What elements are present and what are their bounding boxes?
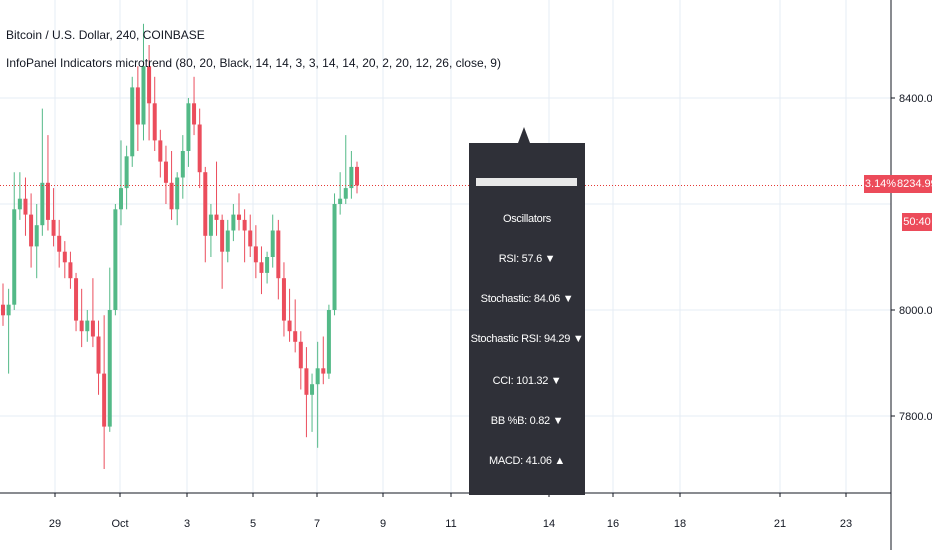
candle-body xyxy=(332,204,337,310)
candle-body xyxy=(214,214,219,220)
price-axis-label: 8400.00 xyxy=(899,93,932,105)
candle-body xyxy=(45,182,50,220)
candle-body xyxy=(57,235,62,252)
candle-body xyxy=(23,198,28,215)
info-panel: Oscillators RSI: 57.6 ▼ Stochastic: 84.0… xyxy=(469,143,585,495)
candle-body xyxy=(237,214,241,220)
candle-body xyxy=(169,182,174,210)
candle-body xyxy=(152,103,157,141)
candle-body xyxy=(17,198,22,210)
candle-body xyxy=(242,219,247,231)
candle-body xyxy=(326,310,331,374)
price-axis-label: 7800.00 xyxy=(899,411,932,423)
candle-body xyxy=(147,66,152,104)
candle-body xyxy=(40,182,45,226)
price-axis-label: 8000.00 xyxy=(899,305,932,317)
candle-body xyxy=(355,166,359,186)
info-panel-heading: Oscillators xyxy=(502,213,552,225)
candle-body xyxy=(208,214,213,236)
candle-body xyxy=(79,320,84,332)
time-axis-label: 16 xyxy=(607,518,619,530)
info-row-macd: MACD: 41.06 ▲ xyxy=(488,455,566,467)
candle-body xyxy=(113,209,118,310)
time-axis-label: Oct xyxy=(111,518,128,530)
countdown-tag: 50:40 xyxy=(902,213,932,231)
candle-body xyxy=(265,257,270,273)
candle-body xyxy=(304,368,309,395)
candle-body xyxy=(158,140,163,162)
candle-body xyxy=(62,251,67,263)
candle-body xyxy=(197,124,202,173)
candle-body xyxy=(321,368,326,374)
candle-body xyxy=(130,87,135,157)
time-axis-label: 23 xyxy=(840,518,852,530)
change-tag: 3.14% xyxy=(864,175,897,193)
candle-body xyxy=(293,331,298,342)
info-row-stochastic: Stochastic: 84.06 ▼ xyxy=(480,293,574,305)
candle-body xyxy=(6,304,11,316)
time-axis-label: 21 xyxy=(774,518,786,530)
candle-body xyxy=(29,214,34,247)
time-axis-label: 5 xyxy=(250,518,256,530)
candle-body xyxy=(349,166,354,189)
candle-body xyxy=(343,188,348,199)
candle-body xyxy=(107,310,112,427)
candle-body xyxy=(175,177,180,210)
candle-body xyxy=(163,161,168,183)
candle-body xyxy=(225,230,230,252)
candle-body xyxy=(276,230,281,279)
candle-body xyxy=(270,230,275,257)
candle-body xyxy=(34,225,39,247)
candle-body xyxy=(338,198,343,204)
candle-body xyxy=(298,341,303,369)
candle-body xyxy=(231,214,236,231)
current-price-tag: 8234.99 xyxy=(897,175,932,193)
info-panel-pointer xyxy=(518,127,530,143)
candle-body xyxy=(180,151,185,178)
candle-body xyxy=(310,384,315,395)
candle-body xyxy=(102,373,107,427)
info-row-stochastic-rsi: Stochastic RSI: 94.29 ▼ xyxy=(470,333,584,345)
info-row-cci: CCI: 101.32 ▼ xyxy=(492,375,562,387)
candle-body xyxy=(1,304,5,316)
candle-body xyxy=(51,219,56,236)
candle-body xyxy=(186,103,191,151)
candle-body xyxy=(253,246,258,263)
candle-body xyxy=(259,262,264,273)
time-axis-label: 14 xyxy=(543,518,555,530)
time-axis-label: 3 xyxy=(184,518,190,530)
candle-body xyxy=(124,156,129,189)
indicator-legend[interactable]: InfoPanel Indicators microtrend (80, 20,… xyxy=(6,56,501,70)
info-row-bb: BB %B: 0.82 ▼ xyxy=(490,415,564,427)
candle-body xyxy=(220,219,225,252)
candle-body xyxy=(90,320,95,337)
time-axis-label: 7 xyxy=(314,518,320,530)
candle-body xyxy=(315,368,320,385)
info-row-rsi: RSI: 57.6 ▼ xyxy=(498,253,556,265)
candle-body xyxy=(203,172,208,236)
candle-body xyxy=(135,87,140,125)
candle-body xyxy=(192,103,197,125)
candle-body xyxy=(85,320,90,332)
info-panel-bar xyxy=(476,178,577,186)
time-axis-label: 9 xyxy=(380,518,386,530)
candle-body xyxy=(12,209,17,305)
candle-body xyxy=(68,262,73,279)
chart-title: Bitcoin / U.S. Dollar, 240, COINBASE xyxy=(6,28,205,42)
candle-body xyxy=(96,336,101,374)
candle-body xyxy=(119,188,123,210)
time-axis-label: 29 xyxy=(49,518,61,530)
candle-body xyxy=(74,278,79,321)
time-axis-label: 11 xyxy=(445,518,456,530)
time-axis-label: 18 xyxy=(674,518,686,530)
candle-body xyxy=(287,320,292,332)
candle-body xyxy=(248,230,253,247)
candle-body xyxy=(141,66,146,125)
candle-body xyxy=(281,278,286,321)
